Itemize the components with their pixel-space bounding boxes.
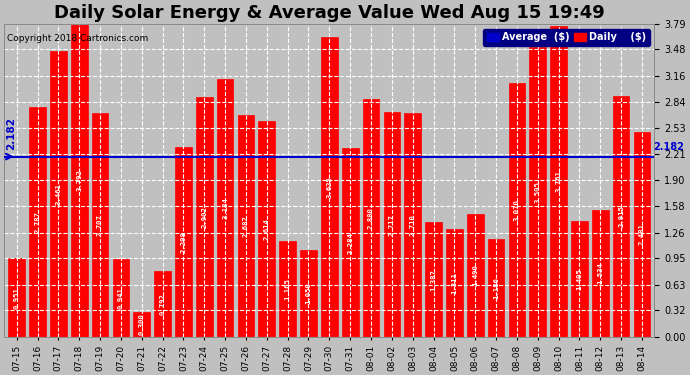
Bar — [363, 99, 380, 337]
Bar — [71, 24, 88, 337]
Text: 2.182: 2.182 — [6, 117, 17, 150]
Text: 2.682: 2.682 — [243, 215, 249, 237]
Text: 2.614: 2.614 — [264, 218, 270, 240]
Bar — [237, 115, 255, 337]
Text: 1.186: 1.186 — [493, 277, 499, 299]
Bar — [509, 83, 525, 337]
Bar — [112, 259, 129, 337]
Text: 2.880: 2.880 — [368, 207, 374, 229]
Bar — [155, 272, 171, 337]
Bar — [404, 113, 421, 337]
Text: Copyright 2018 Cartronics.com: Copyright 2018 Cartronics.com — [7, 34, 148, 43]
Bar — [217, 79, 233, 337]
Text: 3.792: 3.792 — [76, 170, 82, 191]
Bar — [529, 47, 546, 337]
Text: 2.915: 2.915 — [618, 206, 624, 227]
Text: 0.941: 0.941 — [118, 287, 124, 309]
Bar — [50, 51, 67, 337]
Title: Daily Solar Energy & Average Value Wed Aug 15 19:49: Daily Solar Energy & Average Value Wed A… — [54, 4, 604, 22]
Text: 2.182: 2.182 — [653, 142, 684, 153]
Bar — [300, 250, 317, 337]
Bar — [592, 210, 609, 337]
Text: 1.050: 1.050 — [306, 283, 311, 304]
Text: 2.298: 2.298 — [180, 231, 186, 253]
Text: 2.481: 2.481 — [639, 224, 645, 245]
Text: 1.534: 1.534 — [598, 262, 603, 285]
Text: 3.761: 3.761 — [555, 171, 562, 192]
Text: 3.124: 3.124 — [222, 197, 228, 219]
Bar — [8, 258, 25, 337]
Text: 2.710: 2.710 — [410, 214, 415, 236]
Text: 1.165: 1.165 — [285, 278, 290, 300]
Bar — [488, 239, 504, 337]
Bar — [279, 241, 296, 337]
Text: 0.792: 0.792 — [159, 293, 166, 315]
Text: 3.625: 3.625 — [326, 176, 333, 198]
Bar — [133, 312, 150, 337]
Bar — [384, 112, 400, 337]
Bar — [259, 121, 275, 337]
Text: 0.300: 0.300 — [139, 314, 145, 336]
Text: 3.070: 3.070 — [514, 199, 520, 221]
Text: 2.902: 2.902 — [201, 206, 207, 228]
Text: 3.505: 3.505 — [535, 181, 541, 203]
Bar — [342, 148, 359, 337]
Text: 2.717: 2.717 — [389, 214, 395, 236]
Bar — [613, 96, 629, 337]
Bar — [92, 113, 108, 337]
Bar — [550, 26, 567, 337]
Text: 3.461: 3.461 — [55, 183, 61, 205]
Text: 2.707: 2.707 — [97, 214, 103, 236]
Bar — [29, 106, 46, 337]
Text: 1.490: 1.490 — [472, 264, 478, 286]
Legend: Average  ($), Daily    ($): Average ($), Daily ($) — [483, 28, 649, 46]
Bar — [633, 132, 650, 337]
Text: 2.787: 2.787 — [34, 211, 41, 233]
Bar — [175, 147, 192, 337]
Bar — [196, 97, 213, 337]
Bar — [446, 229, 463, 337]
Text: 2.284: 2.284 — [347, 232, 353, 254]
Bar — [321, 38, 337, 337]
Text: 0.951: 0.951 — [14, 287, 20, 309]
Text: 1.405: 1.405 — [576, 268, 582, 290]
Text: 1.311: 1.311 — [451, 272, 457, 294]
Bar — [571, 221, 588, 337]
Text: 1.387: 1.387 — [431, 269, 437, 291]
Bar — [425, 222, 442, 337]
Bar — [467, 214, 484, 337]
